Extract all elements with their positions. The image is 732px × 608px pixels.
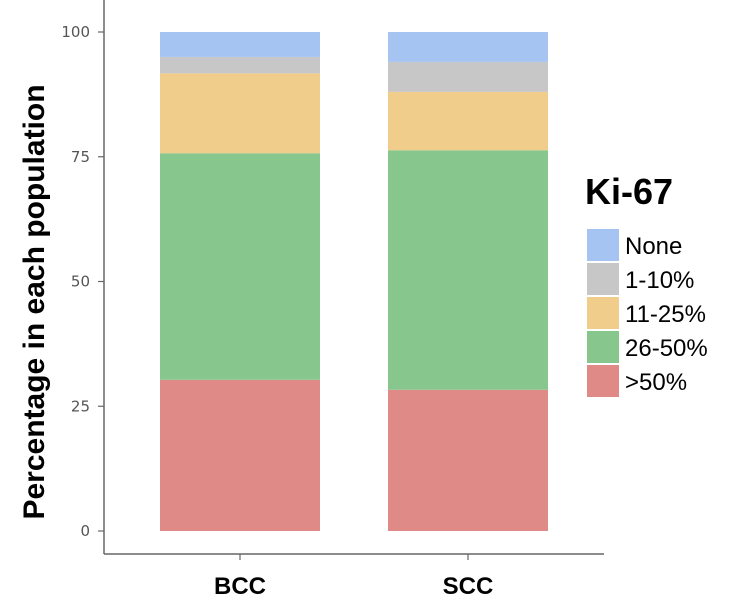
legend: Ki-67 None 1-10% 11-25% 26-50% >50%	[585, 171, 708, 397]
x-tick-label: BCC	[214, 573, 266, 600]
legend-item-label: 26-50%	[625, 335, 708, 362]
legend-title: Ki-67	[585, 171, 673, 212]
y-tick-label: 0	[80, 522, 90, 540]
legend-swatch	[587, 331, 619, 363]
legend-swatch	[587, 365, 619, 397]
plot-area	[160, 32, 548, 531]
y-tick-label: 50	[71, 273, 90, 291]
bar-segment	[388, 32, 548, 62]
x-axis-ticks: BCC SCC	[214, 554, 493, 600]
bar-segment	[160, 153, 320, 380]
bar-segment	[388, 91, 548, 151]
legend-swatch	[587, 297, 619, 329]
bar-segment	[388, 389, 548, 531]
legend-item-label: 11-25%	[625, 301, 706, 328]
legend-item-label: None	[625, 233, 682, 260]
bar-segment	[160, 56, 320, 74]
y-tick-label: 100	[61, 23, 90, 41]
y-axis-ticks: 0 25 50 75 100	[61, 23, 104, 540]
legend-swatch	[587, 229, 619, 261]
bar-segment	[160, 32, 320, 57]
y-tick-label: 75	[71, 148, 90, 166]
bar-segment	[160, 379, 320, 531]
legend-swatch	[587, 263, 619, 295]
bar-segment	[388, 150, 548, 390]
bar-segment	[160, 73, 320, 154]
y-axis-title: Percentage in each population	[18, 84, 51, 519]
y-tick-label: 25	[71, 397, 90, 415]
x-tick-label: SCC	[443, 573, 494, 600]
legend-item-label: 1-10%	[625, 267, 694, 294]
legend-item-label: >50%	[625, 369, 687, 396]
bar-segment	[388, 61, 548, 92]
